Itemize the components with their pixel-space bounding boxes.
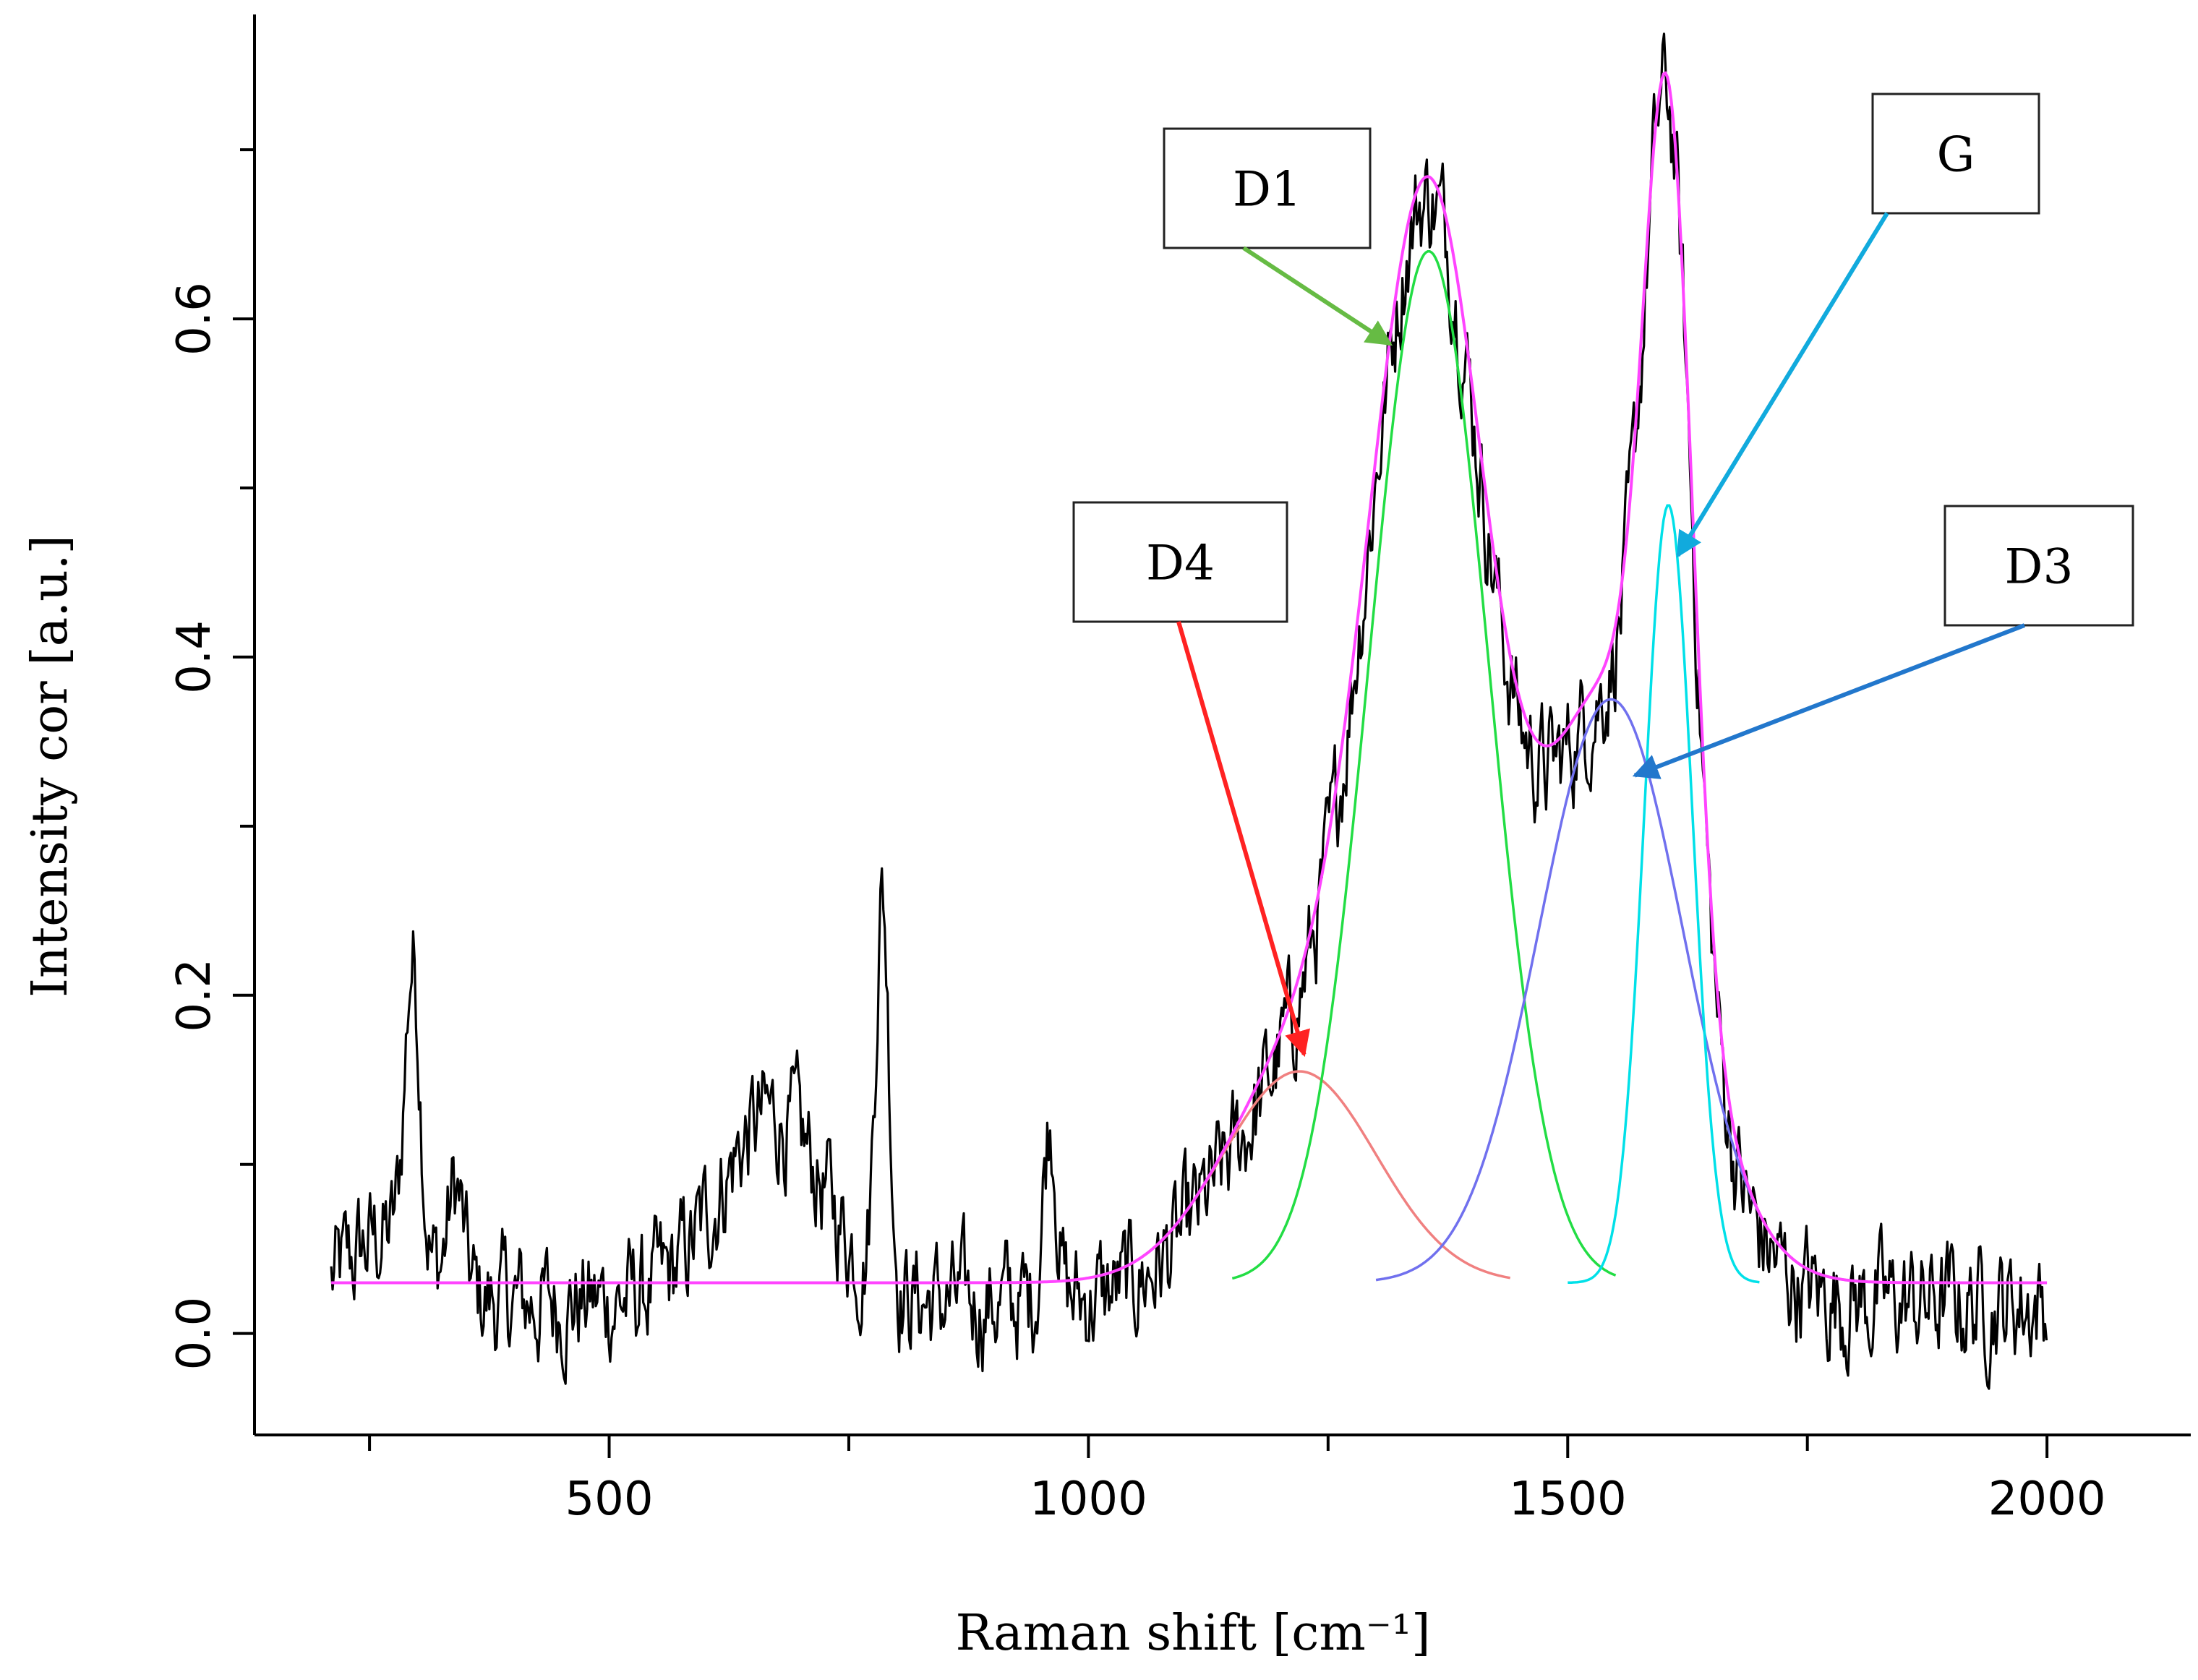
fit-component-d3-line — [1375, 698, 1856, 1282]
x-tick-label: 2000 — [1988, 1473, 2106, 1526]
label-box-d4 — [1072, 501, 1288, 623]
y-tick-label: 0.2 — [168, 959, 221, 1032]
x-tick-label: 500 — [565, 1473, 653, 1526]
y-tick-label: 0.4 — [168, 620, 221, 694]
fit-component-g-line — [1568, 504, 1760, 1285]
label-text-d1: D1 — [1233, 162, 1301, 218]
label-text-d3: D3 — [2005, 539, 2074, 595]
label-box-g — [1871, 93, 2040, 215]
cumulative-fit-line — [331, 71, 2048, 1285]
peak-annotations: D1 D4 G D3 — [1072, 93, 2134, 1058]
x-tick-label: 1000 — [1030, 1473, 1147, 1526]
x-axis-title: Raman shift [cm⁻¹] — [955, 1605, 1430, 1662]
arrow-d3 — [1632, 623, 2026, 779]
arrow-g — [1676, 212, 1889, 558]
fit-component-d1-line — [1231, 249, 1617, 1280]
x-tick-label: 1500 — [1509, 1473, 1627, 1526]
axes: 500 1000 1500 2000 0.0 0.2 0.4 0.6 — [168, 14, 2191, 1526]
arrow-d1 — [1242, 246, 1393, 346]
data-series — [330, 33, 2048, 1390]
y-tick-label: 0.6 — [168, 282, 221, 356]
label-box-d3 — [1943, 505, 2134, 627]
label-text-g: G — [1937, 127, 1975, 183]
arrow-d4 — [1176, 621, 1310, 1058]
fit-component-d4-line — [1088, 1070, 1511, 1280]
y-tick-label: 0.0 — [168, 1297, 221, 1371]
label-text-d4: D4 — [1146, 536, 1215, 591]
label-box-d1 — [1163, 127, 1372, 249]
y-axis-title: Intensity cor [a.u.] — [22, 535, 79, 998]
